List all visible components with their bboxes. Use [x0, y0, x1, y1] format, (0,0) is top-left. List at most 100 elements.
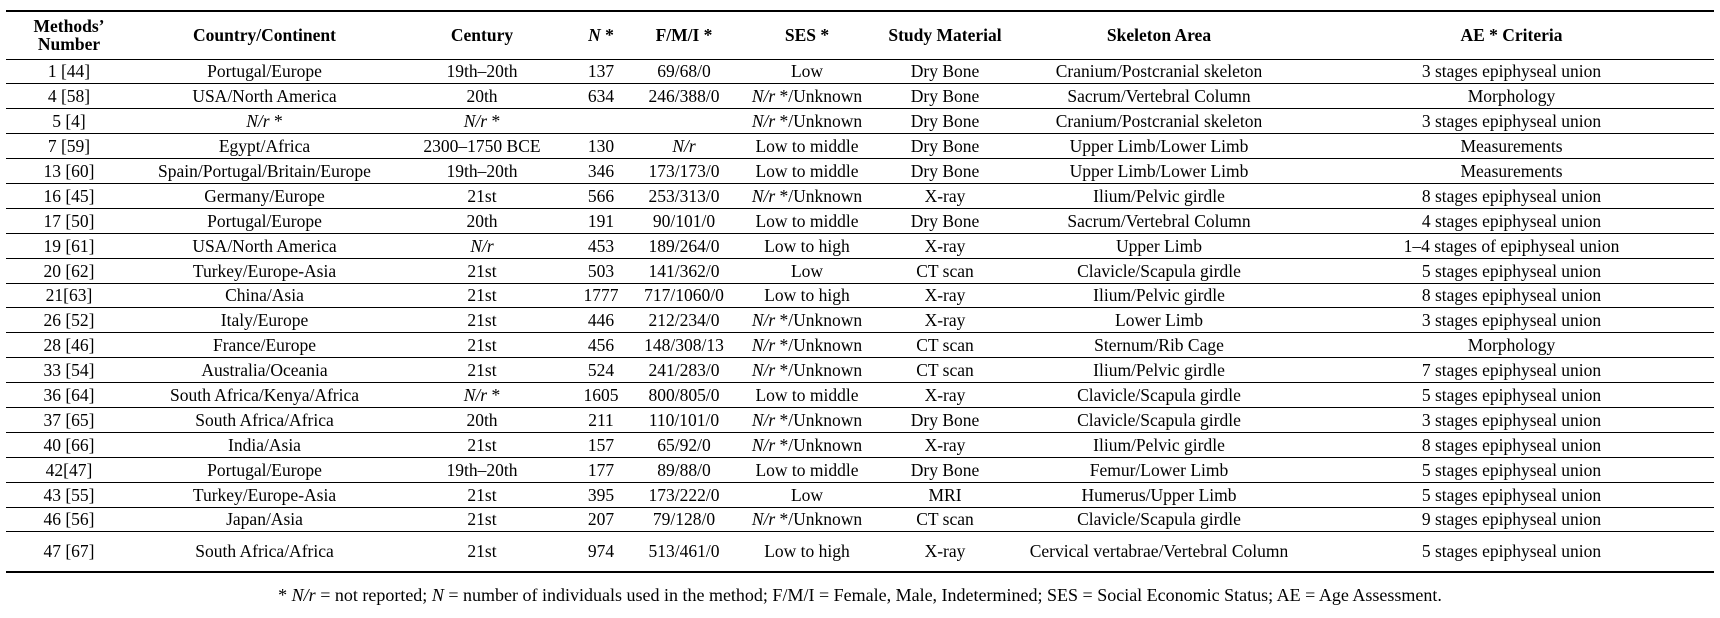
table-cell: 395	[567, 482, 635, 508]
table-cell: 43 [55]	[6, 482, 132, 508]
table-cell: 5 stages epiphyseal union	[1309, 482, 1714, 508]
methods-table: Methods’ Number Country/Continent Centur…	[6, 10, 1714, 573]
table-cell: France/Europe	[132, 332, 397, 359]
footnote-text: N	[431, 585, 444, 605]
table-row: 7 [59] Egypt/Africa 2300–1750 BCE 130 N/r Low…	[6, 133, 1714, 160]
table-cell: 17 [50]	[6, 208, 132, 234]
table-cell: Cranium/Postcranial skeleton	[1009, 59, 1309, 85]
table-cell: N/r *	[132, 108, 397, 135]
table-cell: X-ray	[881, 233, 1009, 259]
table-cell: N/r */Unknown	[733, 307, 881, 334]
table-cell: Femur/Lower Limb	[1009, 457, 1309, 483]
table-cell: 566	[567, 183, 635, 209]
table-cell: 191	[567, 208, 635, 234]
header-cell: SES *	[733, 10, 881, 60]
table-cell: 65/92/0	[635, 432, 733, 458]
table-cell: 130	[567, 133, 635, 160]
table-cell: N/r */Unknown	[733, 83, 881, 110]
table-cell: Portugal/Europe	[132, 457, 397, 483]
table-cell: 2300–1750 BCE	[397, 133, 567, 160]
table-cell: Low to middle	[733, 208, 881, 234]
table-cell: 1605	[567, 382, 635, 408]
table-cell: Lower Limb	[1009, 307, 1309, 334]
table-cell: 211	[567, 407, 635, 433]
table-cell: 21st	[397, 307, 567, 334]
table-cell: X-ray	[881, 531, 1009, 573]
table-cell: 21st	[397, 283, 567, 309]
table-cell: N/r	[397, 233, 567, 259]
table-cell: 346	[567, 158, 635, 184]
table-cell: Low	[733, 258, 881, 284]
table-cell: Australia/Oceania	[132, 357, 397, 384]
table-cell: 974	[567, 531, 635, 573]
table-cell: 446	[567, 307, 635, 334]
table-cell: Clavicle/Scapula girdle	[1009, 407, 1309, 433]
table-row: 28 [46] France/Europe 21st 456 148/308/13 N/r…	[6, 332, 1714, 359]
table-cell: N/r */Unknown	[733, 357, 881, 384]
table-cell: Upper Limb/Lower Limb	[1009, 133, 1309, 160]
table-cell: 21st	[397, 258, 567, 284]
table-cell: Ilium/Pelvic girdle	[1009, 183, 1309, 209]
table-cell: South Africa/Africa	[132, 531, 397, 573]
table-cell: 456	[567, 332, 635, 359]
table-cell: Low to high	[733, 531, 881, 573]
table-cell: 5 stages epiphyseal union	[1309, 531, 1714, 573]
table-cell: 69/68/0	[635, 59, 733, 85]
table-cell: 21st	[397, 432, 567, 458]
table-cell: Italy/Europe	[132, 307, 397, 334]
table-cell: South Africa/Africa	[132, 407, 397, 433]
table-cell: 1777	[567, 283, 635, 309]
table-cell: Spain/Portugal/Britain/Europe	[132, 158, 397, 184]
table-cell: N/r */Unknown	[733, 183, 881, 209]
table-cell: 177	[567, 457, 635, 483]
table-cell: 634	[567, 83, 635, 110]
table-row: 1 [44] Portugal/Europe 19th–20th 137 69/68/0…	[6, 59, 1714, 85]
table-cell: N/r */Unknown	[733, 332, 881, 359]
table-cell	[635, 108, 733, 135]
table-row: 46 [56] Japan/Asia 21st 207 79/128/0 N/r */Un…	[6, 507, 1714, 533]
table-cell: 503	[567, 258, 635, 284]
table-cell: 8 stages epiphyseal union	[1309, 183, 1714, 209]
table-cell: Egypt/Africa	[132, 133, 397, 160]
table-cell: 173/222/0	[635, 482, 733, 508]
table-cell: 20th	[397, 208, 567, 234]
table-cell: X-ray	[881, 307, 1009, 334]
table-cell: Portugal/Europe	[132, 208, 397, 234]
table-cell: 21st	[397, 357, 567, 384]
table-row: 37 [65] South Africa/Africa 20th 211 110/101…	[6, 407, 1714, 433]
table-cell: 453	[567, 233, 635, 259]
table-row: 16 [45] Germany/Europe 21st 566 253/313/0 N/r…	[6, 183, 1714, 209]
table-cell: 246/388/0	[635, 83, 733, 110]
table-cell: Ilium/Pelvic girdle	[1009, 357, 1309, 384]
table-cell: 8 stages epiphyseal union	[1309, 432, 1714, 458]
table-row: 43 [55] Turkey/Europe-Asia 21st 395 173/222/…	[6, 482, 1714, 508]
table-cell: 137	[567, 59, 635, 85]
table-cell: 189/264/0	[635, 233, 733, 259]
table-cell: 33 [54]	[6, 357, 132, 384]
header-cell: Study Material	[881, 10, 1009, 60]
table-cell: 13 [60]	[6, 158, 132, 184]
table-cell: N/r */Unknown	[733, 407, 881, 433]
table-cell: USA/North America	[132, 233, 397, 259]
table-cell: Low	[733, 59, 881, 85]
header-cell: F/M/I *	[635, 10, 733, 60]
header-cell: AE * Criteria	[1309, 10, 1714, 60]
table-cell: 3 stages epiphyseal union	[1309, 307, 1714, 334]
table-cell: Upper Limb/Lower Limb	[1009, 158, 1309, 184]
header-cell: Century	[397, 10, 567, 60]
table-cell: Low to middle	[733, 382, 881, 408]
table-cell: Dry Bone	[881, 83, 1009, 110]
table-cell: 21[63]	[6, 283, 132, 309]
table-cell: 5 stages epiphyseal union	[1309, 258, 1714, 284]
table-cell: 42[47]	[6, 457, 132, 483]
table-cell: 253/313/0	[635, 183, 733, 209]
table-cell: Ilium/Pelvic girdle	[1009, 283, 1309, 309]
header-cell: Country/Continent	[132, 10, 397, 60]
table-cell: 21st	[397, 531, 567, 573]
table-cell: Dry Bone	[881, 108, 1009, 135]
table-cell: 1 [44]	[6, 59, 132, 85]
table-cell: 524	[567, 357, 635, 384]
table-cell: 21st	[397, 183, 567, 209]
table-cell: X-ray	[881, 283, 1009, 309]
